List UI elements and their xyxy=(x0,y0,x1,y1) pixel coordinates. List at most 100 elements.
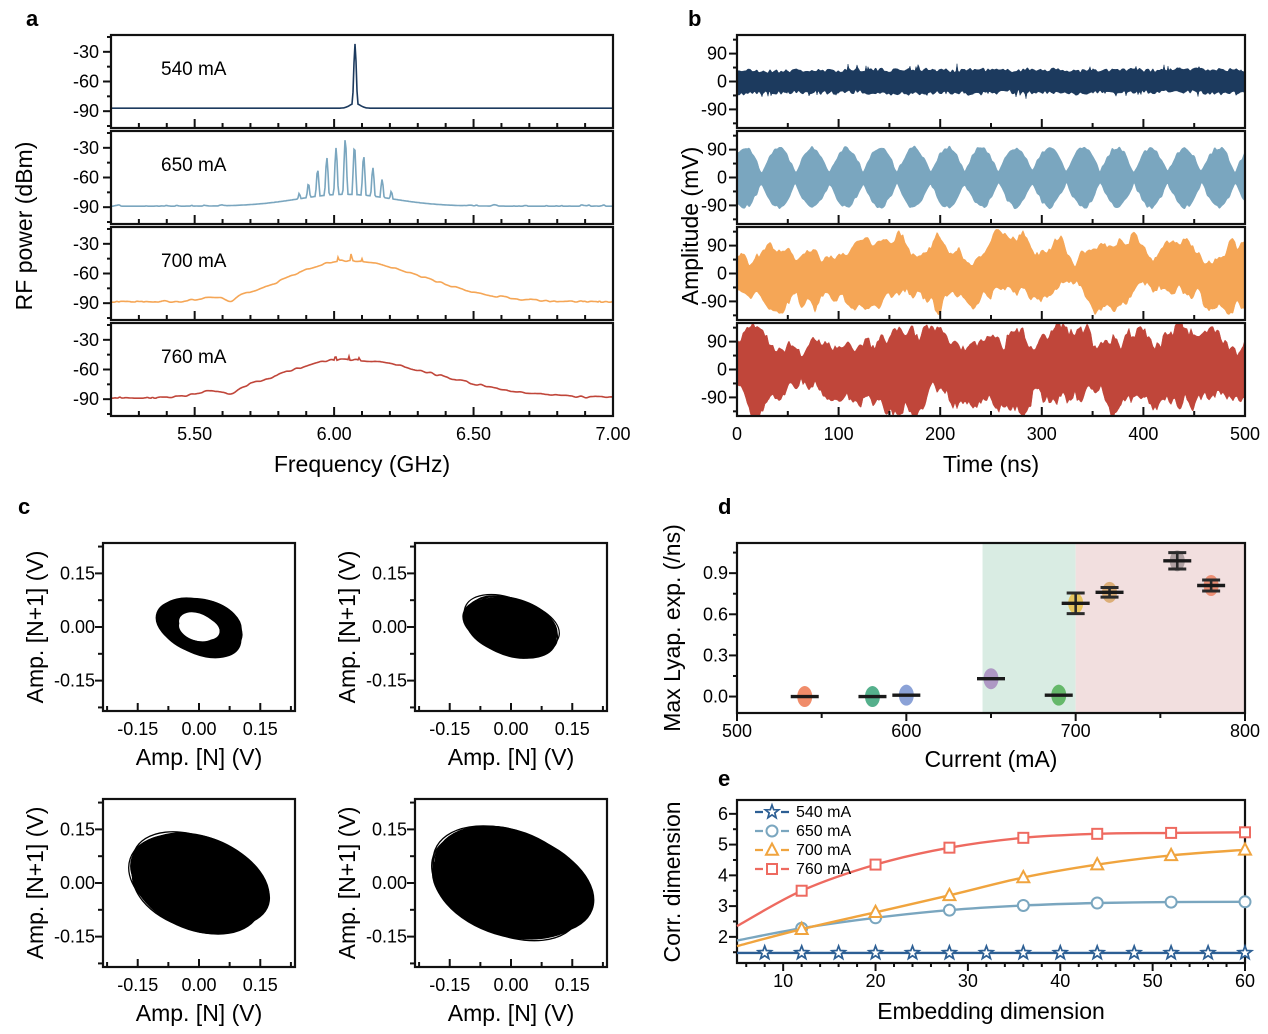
panel-d-chart: 0.0 0.3 0.6 0.9 500 600 700 800 Current (mA) Ma… xyxy=(660,524,1260,772)
x-tick-label: 60 xyxy=(1235,971,1255,991)
x-tick-label: 0.00 xyxy=(493,975,528,995)
lyapunov-point-690mA xyxy=(1044,684,1073,706)
legend-label: 540 mA xyxy=(796,804,851,821)
lyapunov-plot: 0.0 0.3 0.6 0.9 500 600 700 800 xyxy=(703,541,1260,741)
y-tick-label: 90 xyxy=(707,236,727,256)
y-tick-label: -60 xyxy=(73,168,99,188)
y-tick-label: 0 xyxy=(717,264,727,284)
c-yaxis-title: Amp. [N+1] (V) xyxy=(22,551,48,704)
lyapunov-point-650mA xyxy=(977,668,1005,690)
amplitude-trace-1 xyxy=(737,145,1245,210)
trace-label: 650 mA xyxy=(161,155,227,176)
y-tick-label: 0.15 xyxy=(372,819,407,839)
rf-spectrum-trace-2 xyxy=(110,253,614,303)
x-tick-label: 20 xyxy=(866,971,886,991)
b-xaxis-title: Time (ns) xyxy=(943,451,1039,477)
y-tick-label: -30 xyxy=(73,138,99,158)
y-tick-label: 0.00 xyxy=(60,617,95,637)
y-tick-label: 90 xyxy=(707,332,727,352)
x-tick-label: 6.00 xyxy=(317,424,352,444)
x-tick-label: 5.50 xyxy=(177,424,212,444)
x-tick-label: 10 xyxy=(773,971,793,991)
y-tick-label: -90 xyxy=(73,293,99,313)
x-tick-label: 30 xyxy=(958,971,978,991)
phase-portrait-0: -0.15 -0.15 0.00 0.00 0.15 0.15 Amp. [N] (V) Am… xyxy=(22,541,297,770)
y-tick-label: -0.15 xyxy=(366,671,407,691)
panel-a-chart: -30 -60 -90 540 mA -30 -60 -90 650 mA -30 -60 -90 7… xyxy=(11,33,631,477)
y-tick-label: 0 xyxy=(717,168,727,188)
panel-d-content: 0.0 0.3 0.6 0.9 500 600 700 800 xyxy=(703,541,1260,741)
x-tick-label: 0.15 xyxy=(243,719,278,739)
c-xaxis-title: Amp. [N] (V) xyxy=(136,744,263,770)
legend: 540 mA 650 mA 700 mA 760 mA xyxy=(755,802,851,878)
trace-label: 700 mA xyxy=(161,251,227,272)
y-tick-label: -60 xyxy=(73,360,99,380)
y-tick-label: 0.0 xyxy=(703,687,728,707)
y-tick-label: -90 xyxy=(73,101,99,121)
y-tick-label: -60 xyxy=(73,264,99,284)
c-yaxis-title: Amp. [N+1] (V) xyxy=(334,807,360,960)
spectrum-subpanel-3: -30 -60 -90 760 mA xyxy=(73,321,615,418)
y-tick-label: 0.15 xyxy=(60,819,95,839)
y-tick-label: 90 xyxy=(707,44,727,64)
panel-e-chart: 2 3 4 5 6 10 20 30 40 50 60 540 mA 650 mA 700 mA 760 m… xyxy=(660,798,1255,1024)
y-tick-label: -90 xyxy=(73,389,99,409)
x-tick-label: 0.15 xyxy=(243,975,278,995)
series-760mA xyxy=(736,826,1251,928)
lyapunov-point-540mA xyxy=(790,686,819,708)
y-tick-label: 0 xyxy=(717,360,727,380)
panel-c-label: c xyxy=(18,494,31,519)
corr-dimension-plot: 2 3 4 5 6 10 20 30 40 50 60 540 mA 650 mA 700 mA 760 m… xyxy=(718,798,1255,991)
x-tick-label: 400 xyxy=(1128,424,1158,444)
x-tick-label: 0 xyxy=(732,424,742,444)
x-tick-label: 0.15 xyxy=(555,719,590,739)
y-tick-label: -30 xyxy=(73,234,99,254)
time-trace-subpanel-3: 90 0 -90 xyxy=(701,321,1247,418)
series-line xyxy=(736,848,1246,948)
panel-e-content: 2 3 4 5 6 10 20 30 40 50 60 540 mA 650 mA 700 mA 760 m… xyxy=(718,798,1255,991)
x-tick-label: 500 xyxy=(1230,424,1260,444)
shaded-region-1 xyxy=(1075,544,1245,712)
legend-label: 760 mA xyxy=(796,861,851,878)
c-xaxis-title: Amp. [N] (V) xyxy=(448,744,575,770)
y-tick-label: -30 xyxy=(73,330,99,350)
x-tick-label: 100 xyxy=(824,424,854,444)
c-yaxis-title: Amp. [N+1] (V) xyxy=(334,551,360,704)
y-tick-label: 2 xyxy=(718,927,728,947)
y-tick-label: 0.00 xyxy=(60,873,95,893)
attractor-blob xyxy=(128,831,271,935)
series-line xyxy=(736,831,1246,928)
panel-c-content: -0.15 -0.15 0.00 0.00 0.15 0.15 Amp. [N] (V) Am… xyxy=(22,541,609,1026)
panel-b-label: b xyxy=(688,6,702,31)
x-tick-label: 0.15 xyxy=(555,975,590,995)
x-tick-label: 500 xyxy=(722,721,752,741)
spectrum-subpanel-1: -30 -60 -90 650 mA xyxy=(73,129,615,226)
amplitude-trace-2 xyxy=(737,229,1245,316)
y-tick-label: 6 xyxy=(718,804,728,824)
y-tick-label: 4 xyxy=(718,865,728,885)
y-tick-label: -0.15 xyxy=(54,671,95,691)
y-tick-label: 0.9 xyxy=(703,563,728,583)
amplitude-trace-3 xyxy=(737,324,1245,415)
shaded-region-0 xyxy=(982,544,1076,712)
y-tick-label: 0.6 xyxy=(703,604,728,624)
series-540mA xyxy=(736,943,1255,961)
y-tick-label: 0.15 xyxy=(372,563,407,583)
lyapunov-point-720mA xyxy=(1095,581,1124,603)
lyapunov-point-700mA xyxy=(1061,591,1090,616)
c-xaxis-title: Amp. [N] (V) xyxy=(448,1000,575,1026)
panel-d-label: d xyxy=(718,494,732,519)
rf-spectrum-trace-0 xyxy=(111,43,613,109)
x-tick-label: 50 xyxy=(1143,971,1163,991)
y-tick-label: -90 xyxy=(73,197,99,217)
panel-c-chart: -0.15 -0.15 0.00 0.00 0.15 0.15 Amp. [N] (V) Am… xyxy=(22,541,609,1026)
x-tick-label: 800 xyxy=(1230,721,1260,741)
x-tick-label: -0.15 xyxy=(429,719,470,739)
b-yaxis-title: Amplitude (mV) xyxy=(677,147,703,305)
y-tick-label: -0.15 xyxy=(366,927,407,947)
time-trace-subpanel-2: 90 0 -90 xyxy=(701,225,1247,322)
amplitude-trace-0 xyxy=(737,63,1245,99)
